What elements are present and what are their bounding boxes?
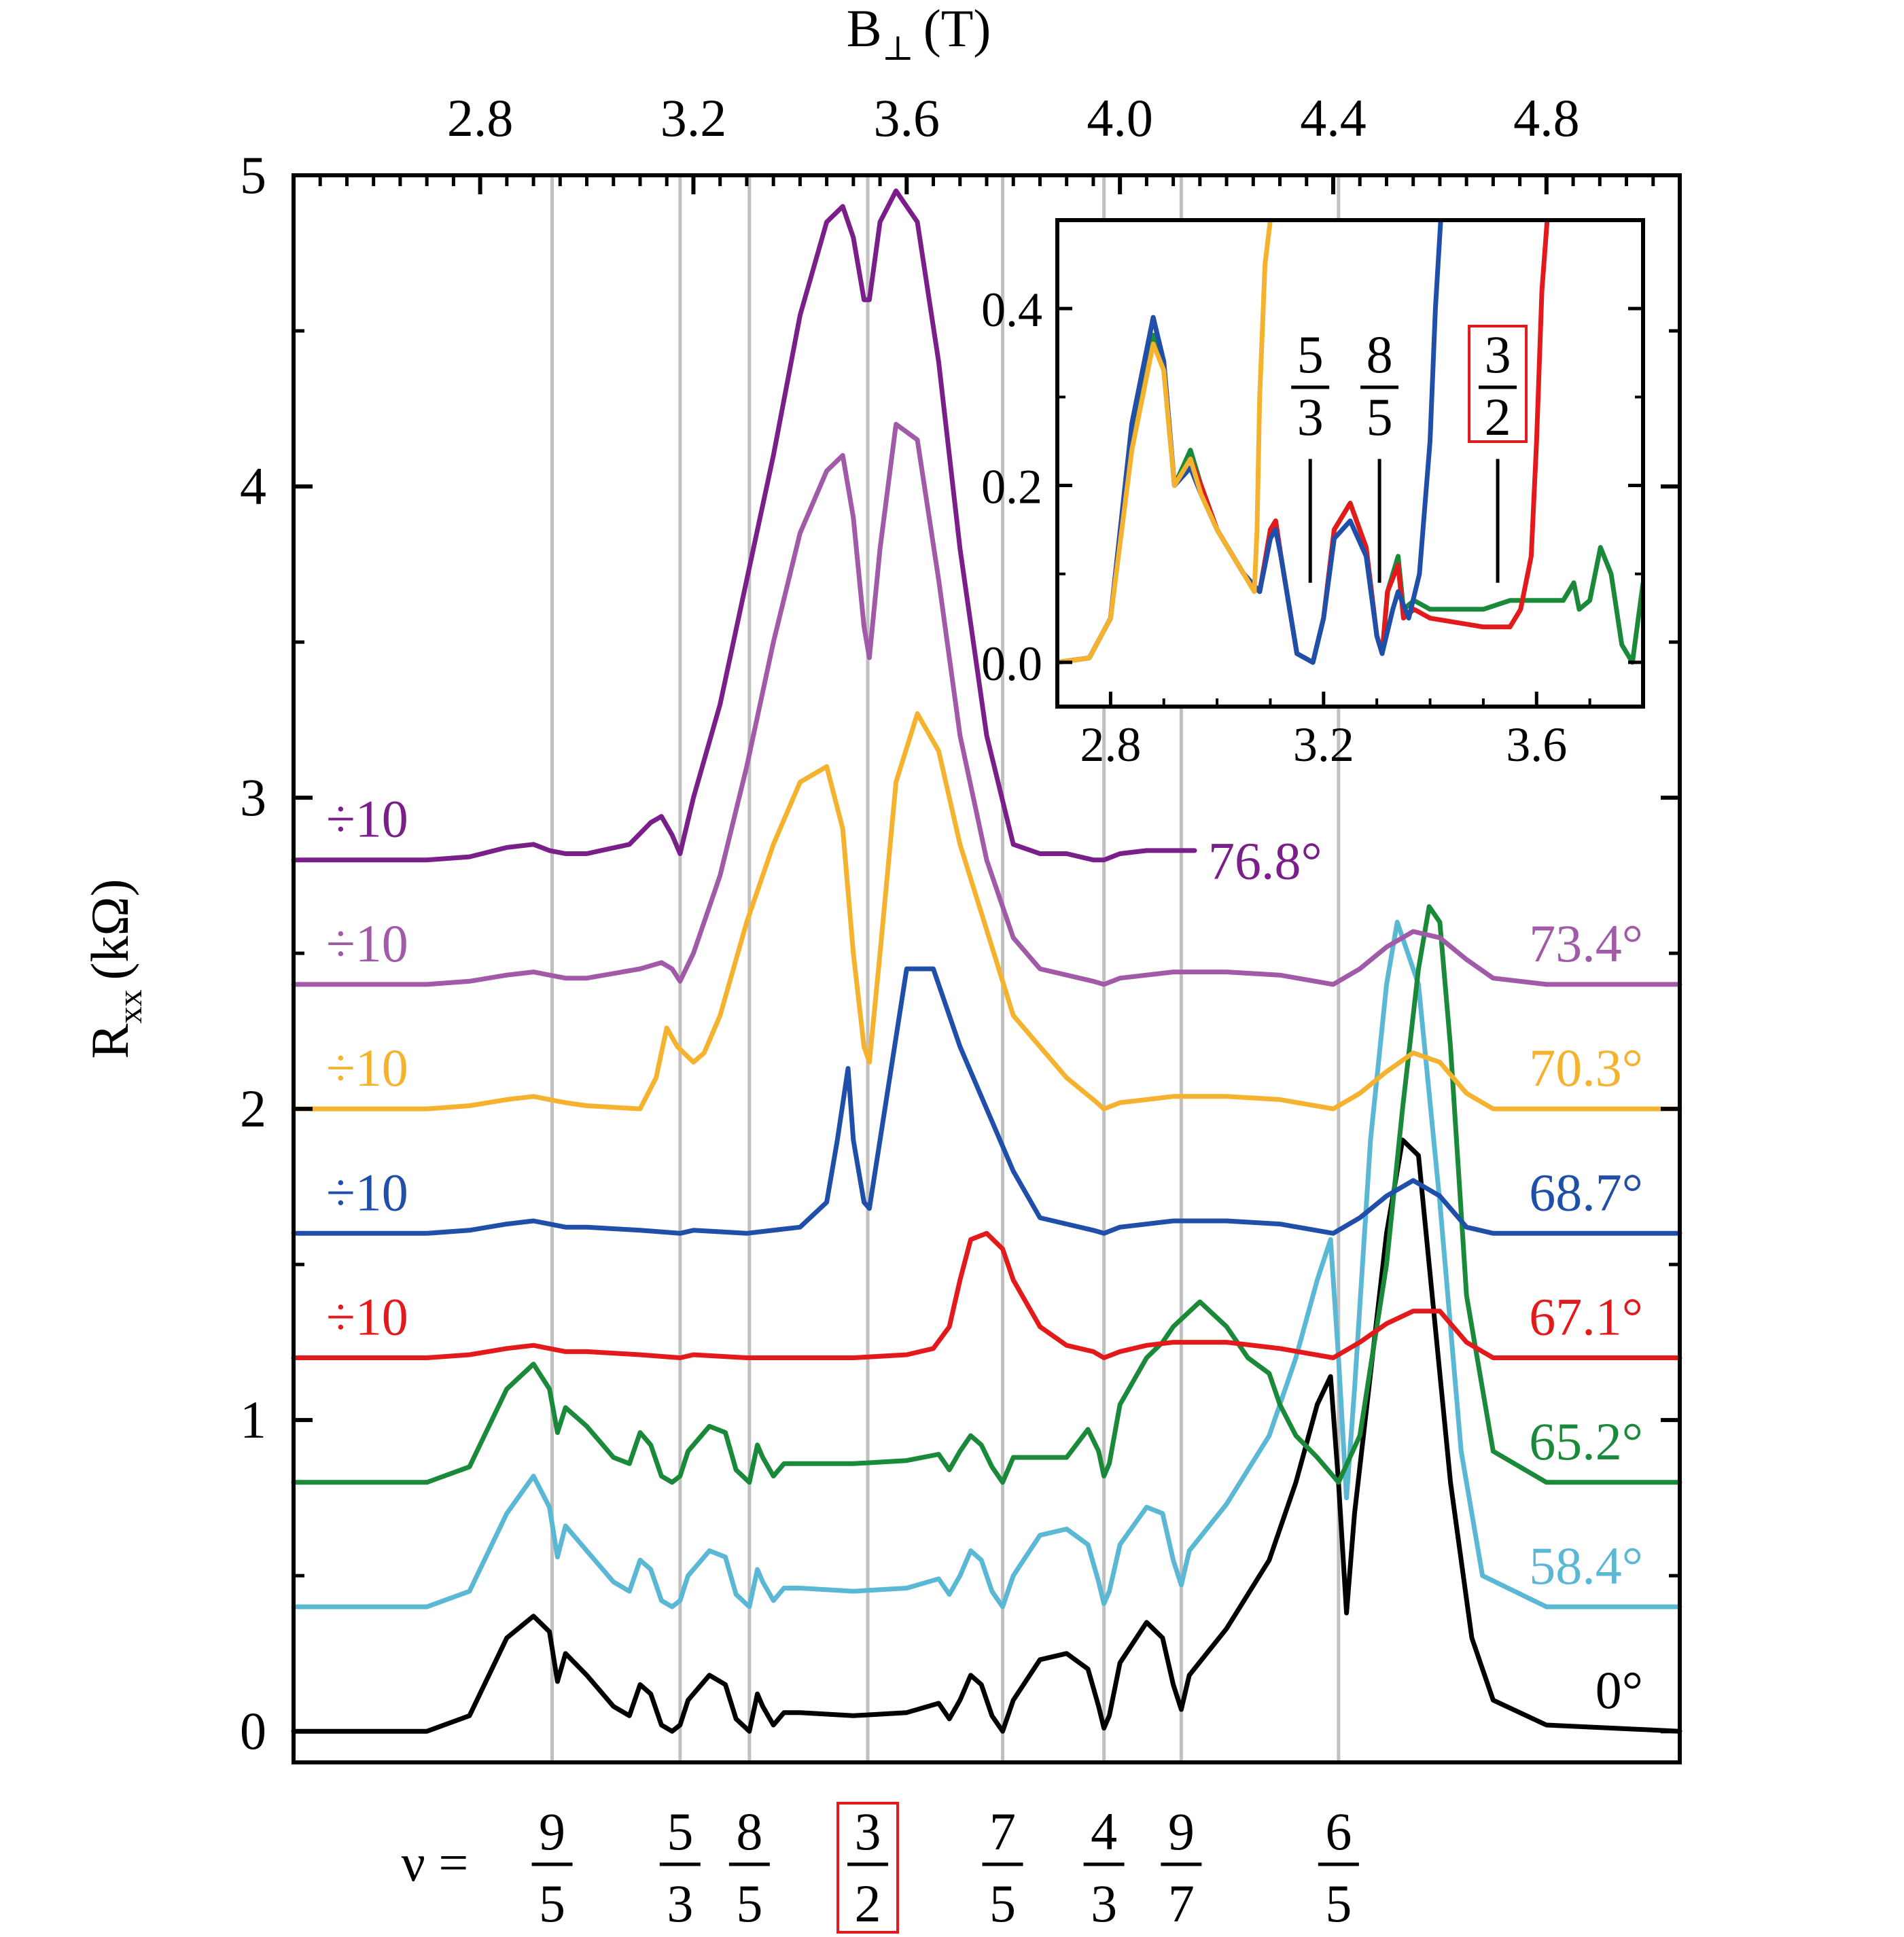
inset-series-line-2 bbox=[1057, 220, 1443, 665]
fraction-numerator: 8 bbox=[736, 1802, 762, 1861]
series-scale-label: ÷10 bbox=[326, 1162, 408, 1222]
series-line-76.8deg bbox=[291, 188, 1197, 863]
fraction-denominator: 7 bbox=[1168, 1874, 1195, 1933]
fraction-numerator: 6 bbox=[1325, 1802, 1352, 1861]
fraction-nu-7-5: 75 bbox=[982, 1802, 1023, 1933]
inset-fraction-denominator: 3 bbox=[1297, 387, 1324, 446]
inset-x-tick-label: 3.6 bbox=[1506, 717, 1567, 772]
main-series-group bbox=[291, 188, 1682, 1734]
inset-marker-nu-3-2: 32 bbox=[1468, 325, 1528, 583]
fraction-nu-3-2: 32 bbox=[836, 1802, 900, 1934]
y-tick-label: 5 bbox=[240, 145, 266, 205]
top-axis-symbol: B bbox=[847, 0, 882, 58]
inset-y-tick-label: 0.2 bbox=[981, 460, 1042, 514]
inset-series-group bbox=[1057, 220, 1643, 665]
series-angle-label: 58.4° bbox=[1529, 1536, 1643, 1595]
inset-fraction-denominator: 2 bbox=[1485, 387, 1511, 446]
inset-frame bbox=[1055, 218, 1645, 709]
fraction-denominator: 5 bbox=[736, 1874, 762, 1933]
fraction-denominator: 5 bbox=[1325, 1874, 1352, 1933]
series-labels: 0° 58.4° 65.2° 67.1° ÷10 68.7° ÷10 70.3° ÷10 73.4… bbox=[326, 789, 1643, 1720]
inset-axis-ticks: 0.0 0.2 0.4 2.8 3.2 3.6 bbox=[981, 283, 1644, 772]
fraction-denominator: 3 bbox=[1091, 1874, 1117, 1933]
inset-series-line-3 bbox=[1057, 220, 1273, 665]
inset-x-tick-label: 2.8 bbox=[1080, 717, 1141, 772]
top-tick-label: 4.8 bbox=[1513, 88, 1580, 147]
fraction-nu-8-5: 85 bbox=[728, 1802, 770, 1933]
filling-factor-prefix: ν = bbox=[402, 1833, 469, 1892]
inset-fraction-numerator: 3 bbox=[1485, 325, 1511, 384]
fraction-numerator: 5 bbox=[667, 1802, 693, 1861]
series-line-68.7deg bbox=[291, 966, 1682, 1236]
inset-background bbox=[1057, 220, 1643, 707]
fraction-numerator: 9 bbox=[1168, 1802, 1195, 1861]
fraction-numerator: 3 bbox=[855, 1802, 881, 1861]
y-axis-title: Rxx (kΩ) bbox=[80, 879, 149, 1059]
fraction-denominator: 3 bbox=[667, 1874, 693, 1933]
series-angle-label: 67.1° bbox=[1529, 1287, 1643, 1347]
series-line-70.3deg bbox=[291, 711, 1682, 1112]
y-axis-unit: (kΩ) bbox=[80, 879, 139, 980]
fraction-nu-6-5: 65 bbox=[1318, 1802, 1359, 1933]
fraction-nu-5-3: 53 bbox=[659, 1802, 701, 1933]
y-tick-label: 0 bbox=[240, 1701, 266, 1760]
series-angle-label: 65.2° bbox=[1529, 1412, 1643, 1471]
fraction-denominator: 5 bbox=[989, 1874, 1016, 1933]
series-line-0deg bbox=[291, 1137, 1682, 1734]
top-tick-label: 2.8 bbox=[447, 88, 514, 147]
series-scale-label: ÷10 bbox=[326, 1287, 408, 1347]
series-angle-label: 68.7° bbox=[1529, 1162, 1643, 1222]
top-tick-label: 4.4 bbox=[1300, 88, 1367, 147]
top-axis-title: B⊥ (T) bbox=[847, 0, 991, 67]
series-angle-label: 70.3° bbox=[1529, 1038, 1643, 1097]
series-scale-label: ÷10 bbox=[326, 914, 408, 973]
fraction-numerator: 9 bbox=[539, 1802, 565, 1861]
fraction-numerator: 4 bbox=[1091, 1802, 1117, 1861]
inset-fraction-numerator: 5 bbox=[1297, 325, 1324, 384]
inset-y-tick-label: 0.0 bbox=[981, 637, 1042, 691]
top-tick-label: 4.0 bbox=[1087, 88, 1153, 147]
top-axis-subscript: ⊥ bbox=[882, 29, 914, 67]
inset-x-tick-label: 3.2 bbox=[1293, 717, 1354, 772]
fraction-denominator: 5 bbox=[539, 1874, 565, 1933]
inset-fraction-denominator: 5 bbox=[1367, 387, 1393, 446]
y-axis-subscript: xx bbox=[111, 989, 149, 1023]
series-scale-label: ÷10 bbox=[326, 789, 408, 849]
series-line-73.4deg bbox=[291, 421, 1682, 987]
series-line-67.1deg bbox=[291, 1230, 1682, 1360]
top-axis-unit: (T) bbox=[923, 0, 991, 58]
top-tick-label: 3.2 bbox=[660, 88, 727, 147]
top-tick-label: 3.6 bbox=[874, 88, 940, 147]
fraction-denominator: 2 bbox=[855, 1874, 881, 1933]
fraction-nu-9-7: 97 bbox=[1161, 1802, 1202, 1933]
fraction-highlight-box bbox=[836, 1802, 900, 1934]
series-line-58.4deg bbox=[291, 919, 1682, 1610]
series-angle-label: 73.4° bbox=[1529, 914, 1643, 973]
series-angle-label: 76.8° bbox=[1208, 832, 1322, 891]
y-tick-label: 3 bbox=[240, 768, 266, 827]
y-axis-symbol: R bbox=[80, 1023, 139, 1059]
series-angle-label: 0° bbox=[1596, 1660, 1643, 1720]
fraction-nu-4-3: 43 bbox=[1083, 1802, 1125, 1933]
inset-marker-nu-8-5: 85 bbox=[1360, 325, 1399, 583]
inset-y-tick-label: 0.4 bbox=[981, 283, 1042, 337]
series-scale-label: ÷10 bbox=[326, 1038, 408, 1097]
y-tick-label: 4 bbox=[240, 457, 266, 516]
fraction-numerator: 7 bbox=[989, 1802, 1016, 1861]
inset-fraction-numerator: 8 bbox=[1367, 325, 1393, 384]
series-line-65.2deg bbox=[291, 904, 1682, 1485]
y-tick-label: 2 bbox=[240, 1079, 266, 1138]
inset-marker-nu-5-3: 53 bbox=[1291, 325, 1330, 583]
y-tick-label: 1 bbox=[240, 1390, 266, 1449]
fraction-nu-9-5: 95 bbox=[531, 1802, 573, 1933]
inset-fraction-highlight-box bbox=[1468, 325, 1528, 443]
